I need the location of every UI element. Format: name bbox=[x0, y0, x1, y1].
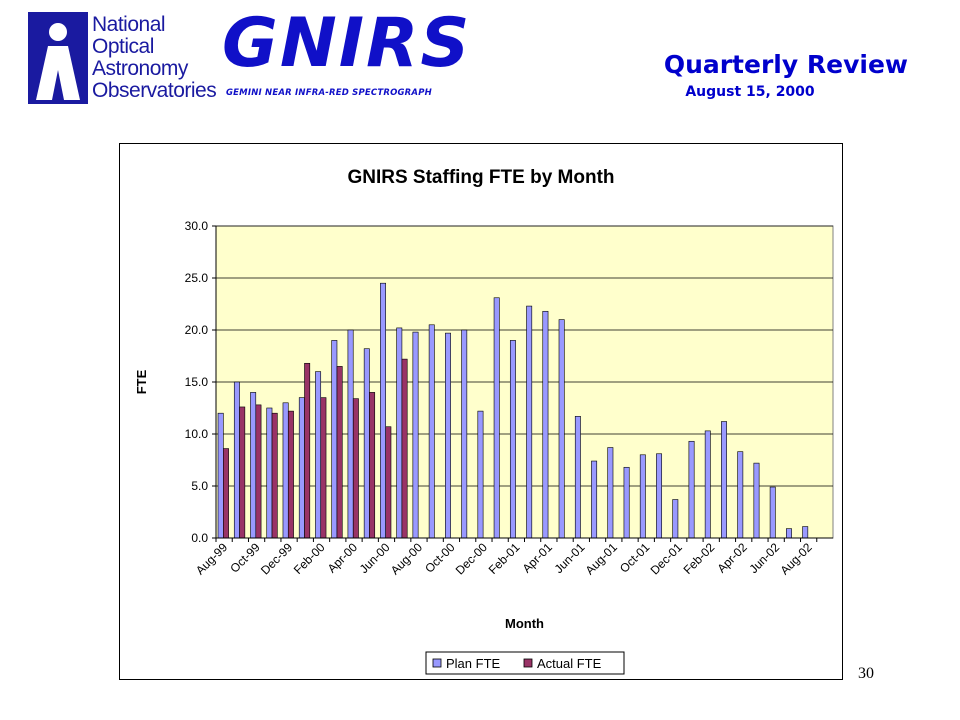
org-name-line-2: Optical bbox=[92, 35, 154, 58]
x-tick-label: Feb-01 bbox=[486, 540, 523, 577]
bar-actual-fte bbox=[255, 404, 262, 539]
x-tick-label: Feb-00 bbox=[291, 540, 328, 577]
x-tick-label: Aug-00 bbox=[388, 540, 425, 577]
bar-actual-fte bbox=[239, 406, 246, 539]
bar-actual-fte bbox=[352, 398, 359, 539]
bar-plan-fte bbox=[607, 447, 614, 539]
bar-plan-fte bbox=[753, 462, 760, 539]
y-tick-label: 20.0 bbox=[185, 323, 209, 337]
legend-swatch-actual bbox=[523, 658, 533, 668]
y-tick-label: 15.0 bbox=[185, 375, 209, 389]
y-tick-label: 30.0 bbox=[185, 219, 209, 233]
bar-plan-fte bbox=[298, 397, 305, 539]
review-date: August 15, 2000 bbox=[685, 84, 815, 100]
legend: Plan FTE Actual FTE bbox=[425, 651, 625, 675]
bar-plan-fte bbox=[250, 392, 257, 539]
bar-actual-fte bbox=[369, 392, 376, 539]
bar-plan-fte bbox=[786, 528, 792, 539]
bar-plan-fte bbox=[737, 451, 744, 539]
slide-header: National Optical Astronomy Observatories… bbox=[0, 0, 960, 120]
y-axis-label: FTE bbox=[134, 369, 149, 394]
bar-plan-fte bbox=[769, 486, 776, 539]
bar-plan-fte bbox=[266, 407, 273, 539]
bar-plan-fte bbox=[445, 332, 451, 539]
bar-plan-fte bbox=[802, 526, 809, 539]
bar-plan-fte bbox=[721, 421, 727, 539]
bar-plan-fte bbox=[591, 460, 598, 539]
bar-plan-fte bbox=[558, 319, 565, 539]
bar-actual-fte bbox=[223, 448, 229, 539]
legend-swatch-plan bbox=[432, 658, 442, 668]
y-tick-label: 10.0 bbox=[185, 427, 209, 441]
bar-plan-fte bbox=[428, 324, 435, 539]
x-tick-label: Dec-00 bbox=[453, 540, 490, 577]
bar-actual-fte bbox=[320, 397, 327, 539]
chart-title: GNIRS Staffing FTE by Month bbox=[347, 167, 614, 188]
bar-plan-fte bbox=[363, 348, 370, 539]
y-tick-labels: 0.0 5.0 10.0 15.0 20.0 25.0 30.0 bbox=[185, 219, 209, 545]
bar-plan-fte bbox=[704, 430, 711, 539]
x-tick-label: Oct-01 bbox=[617, 540, 653, 576]
chart-frame: GNIRS Staffing FTE by Month 0.0 5.0 10.0 15… bbox=[119, 143, 843, 680]
x-tick-label: Aug-01 bbox=[583, 540, 620, 577]
x-tick-label: Jun-01 bbox=[552, 540, 588, 576]
bar-actual-fte bbox=[287, 410, 294, 539]
x-tick-label: Oct-99 bbox=[227, 540, 263, 576]
bar-plan-fte bbox=[656, 453, 663, 539]
bar-plan-fte bbox=[282, 402, 289, 539]
y-tick-label: 5.0 bbox=[191, 479, 208, 493]
x-tick-label: Jun-02 bbox=[746, 540, 782, 576]
page-number: 30 bbox=[858, 665, 874, 682]
bar-plan-fte bbox=[688, 440, 695, 539]
bar-plan-fte bbox=[639, 454, 646, 539]
noao-logo-icon bbox=[28, 12, 88, 104]
bar-actual-fte bbox=[385, 426, 392, 539]
y-tick-label: 25.0 bbox=[185, 271, 209, 285]
bar-actual-fte bbox=[336, 366, 343, 539]
x-tick-label: Apr-02 bbox=[714, 540, 750, 576]
gnirs-logo-text: GNIRS bbox=[222, 4, 472, 83]
bar-plan-fte bbox=[412, 331, 419, 539]
bar-plan-fte bbox=[509, 340, 516, 539]
x-tick-label: Dec-01 bbox=[648, 540, 685, 577]
x-tick-label: Aug-99 bbox=[193, 540, 230, 577]
y-tick-label: 0.0 bbox=[191, 531, 208, 545]
bar-plan-fte bbox=[526, 305, 533, 539]
x-tick-label: Jun-00 bbox=[357, 540, 393, 576]
bar-plan-fte bbox=[347, 329, 354, 539]
review-title: Quarterly Review bbox=[663, 50, 908, 79]
bar-plan-fte bbox=[331, 340, 338, 539]
bar-plan-fte bbox=[217, 412, 224, 539]
x-tick-label: Dec-99 bbox=[258, 540, 295, 577]
bar-plan-fte bbox=[493, 297, 500, 539]
x-tick-label: Oct-00 bbox=[422, 540, 458, 576]
x-axis-label: Month bbox=[505, 616, 544, 631]
bar-plan-fte bbox=[233, 381, 240, 539]
bar-plan-fte bbox=[315, 371, 322, 539]
bar-plan-fte bbox=[380, 282, 386, 539]
legend-label-plan: Plan FTE bbox=[446, 656, 501, 671]
bar-plan-fte bbox=[542, 310, 549, 539]
bar-plan-fte bbox=[461, 329, 468, 539]
org-name-line-4: Observatories bbox=[92, 79, 217, 102]
org-name-line-1: National bbox=[92, 13, 166, 36]
bar-actual-fte bbox=[271, 412, 278, 539]
x-tick-label: Apr-00 bbox=[325, 540, 361, 576]
org-name-line-3: Astronomy bbox=[92, 57, 188, 80]
bar-plan-fte bbox=[574, 416, 581, 539]
bar-actual-fte bbox=[401, 358, 408, 539]
bar-actual-fte bbox=[304, 362, 311, 539]
x-tick-label: Aug-02 bbox=[777, 540, 814, 577]
bar-plan-fte bbox=[623, 466, 630, 539]
gnirs-logo-subtitle: GEMINI NEAR INFRA-RED SPECTROGRAPH bbox=[226, 88, 432, 98]
fte-chart: GNIRS Staffing FTE by Month 0.0 5.0 10.0 15… bbox=[134, 167, 834, 675]
x-tick-labels: Aug-99Oct-99Dec-99Feb-00Apr-00Jun-00Aug-… bbox=[193, 540, 815, 577]
axes bbox=[212, 225, 833, 542]
x-tick-label: Apr-01 bbox=[520, 540, 556, 576]
legend-label-actual: Actual FTE bbox=[537, 656, 602, 671]
bar-plan-fte bbox=[396, 327, 403, 539]
x-tick-label: Feb-02 bbox=[681, 540, 718, 577]
bar-plan-fte bbox=[477, 410, 484, 539]
bar-plan-fte bbox=[672, 499, 679, 539]
